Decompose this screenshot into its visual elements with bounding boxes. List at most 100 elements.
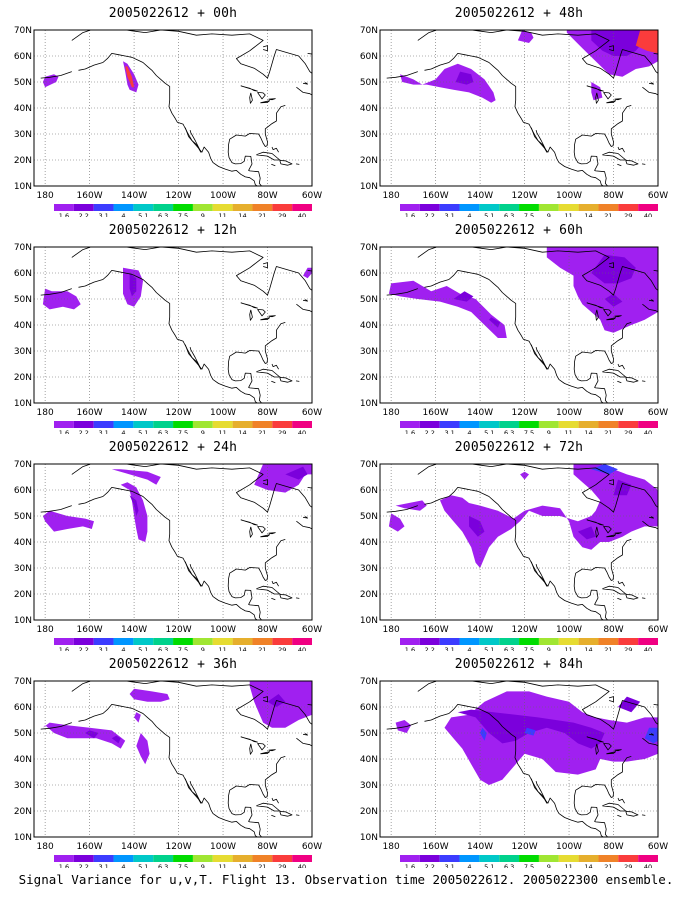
colorbar-label: 21	[258, 429, 266, 434]
panel-title: 2005022612 + 84h	[454, 657, 584, 672]
variance-contours	[388, 247, 658, 338]
colorbar-swatch	[479, 638, 500, 645]
lat-tick-label: 20N	[360, 156, 378, 166]
lon-tick-label: 120W	[512, 191, 538, 201]
lon-tick-label: 80W	[603, 191, 623, 201]
lon-tick-label: 140W	[467, 842, 493, 852]
colorbar-label: 29	[624, 646, 632, 651]
colorbar-label: 21	[604, 863, 612, 868]
colorbar-swatch	[558, 638, 579, 645]
colorbar-label: 40	[298, 863, 306, 868]
colorbar-swatch	[292, 855, 312, 862]
colorbar-swatch	[439, 855, 460, 862]
contour-region	[285, 466, 308, 480]
lat-tick-label: 60N	[14, 703, 32, 713]
lon-tick-label: 180	[37, 625, 54, 635]
colorbar-swatch	[538, 204, 559, 211]
colorbar-swatch	[113, 204, 134, 211]
colorbar-label: 3.1	[98, 646, 108, 651]
contour-region	[85, 730, 99, 739]
map-frame	[379, 246, 659, 404]
lat-tick-label: 40N	[360, 104, 378, 114]
colorbar-swatch	[252, 204, 273, 211]
colorbar-label: 21	[258, 212, 266, 217]
colorbar-label: 3.1	[444, 863, 454, 868]
lon-tick-label: 60W	[302, 408, 322, 418]
lat-tick-label: 40N	[14, 321, 32, 331]
colorbar-swatch	[479, 421, 500, 428]
contour-region	[618, 696, 641, 713]
lat-tick-label: 10N	[14, 182, 32, 192]
coastlines	[386, 464, 658, 620]
colorbar-swatch	[538, 855, 559, 862]
colorbar-label: 2.2	[79, 212, 89, 217]
lat-tick-label: 10N	[14, 833, 32, 843]
contour-region	[480, 727, 487, 741]
lat-tick-label: 20N	[14, 590, 32, 600]
colorbar-label: 21	[258, 646, 266, 651]
contour-region	[134, 712, 141, 723]
lon-tick-label: 140W	[121, 842, 147, 852]
colorbar-label: 7.5	[178, 212, 188, 217]
lon-tick-label: 160W	[77, 842, 103, 852]
colorbar-swatch	[173, 855, 193, 862]
lon-tick-label: 80W	[603, 625, 623, 635]
contour-region	[455, 71, 474, 85]
colorbar-label: 7.5	[178, 646, 188, 651]
variance-contours	[42, 61, 139, 93]
colorbar-label: 1.6	[405, 646, 415, 651]
colorbar-swatch	[113, 638, 134, 645]
colorbar-label: 1.6	[59, 646, 69, 651]
colorbar-swatch	[232, 421, 253, 428]
colorbar-label: 1.6	[405, 863, 415, 868]
colorbar-label: 21	[604, 212, 612, 217]
lat-tick-label: 70N	[360, 26, 378, 36]
colorbar-swatch	[54, 638, 74, 645]
colorbar-label: 7.5	[524, 212, 534, 217]
colorbar-swatch	[272, 855, 293, 862]
lat-tick-label: 70N	[14, 26, 32, 36]
colorbar-label: 29	[278, 646, 286, 651]
colorbar-swatch	[558, 855, 579, 862]
contour-region	[42, 510, 94, 532]
colorbar-label: 1.6	[405, 429, 415, 434]
colorbar-swatch	[113, 421, 134, 428]
colorbar-label: 1.6	[59, 429, 69, 434]
colorbar-swatch	[598, 204, 619, 211]
lon-tick-label: 100W	[210, 625, 236, 635]
lat-tick-label: 10N	[14, 399, 32, 409]
lat-tick-label: 40N	[14, 755, 32, 765]
lat-tick-label: 20N	[14, 807, 32, 817]
lat-tick-label: 60N	[14, 269, 32, 279]
lat-tick-label: 20N	[360, 590, 378, 600]
contour-region	[524, 727, 536, 736]
lon-tick-label: 60W	[302, 625, 322, 635]
colorbar-swatch	[400, 204, 420, 211]
lon-tick-label: 160W	[77, 191, 103, 201]
contour-region	[469, 516, 485, 537]
colorbar-label: 11	[565, 429, 573, 434]
colorbar-swatch	[459, 204, 480, 211]
lon-tick-label: 160W	[423, 191, 449, 201]
colorbar-label: 40	[298, 212, 306, 217]
colorbar-label: 2.2	[425, 646, 435, 651]
colorbar-label: 7.5	[524, 429, 534, 434]
colorbar-swatch	[252, 855, 273, 862]
colorbar-swatch	[578, 421, 599, 428]
lon-tick-label: 80W	[257, 191, 277, 201]
lat-tick-label: 50N	[360, 729, 378, 739]
colorbar-swatch	[558, 421, 579, 428]
colorbar-label: 1.6	[405, 212, 415, 217]
lat-tick-label: 40N	[360, 538, 378, 548]
colorbar-swatch	[232, 638, 253, 645]
colorbar-swatch	[519, 204, 539, 211]
lon-tick-label: 140W	[121, 191, 147, 201]
colorbar-label: 3.1	[98, 212, 108, 217]
colorbar-label: 11	[565, 646, 573, 651]
lon-tick-label: 180	[37, 408, 54, 418]
colorbar-swatch	[578, 855, 599, 862]
colorbar-swatch	[192, 638, 213, 645]
colorbar-label: 2.2	[79, 646, 89, 651]
colorbar-label: 4	[121, 863, 125, 868]
lat-tick-label: 40N	[360, 321, 378, 331]
